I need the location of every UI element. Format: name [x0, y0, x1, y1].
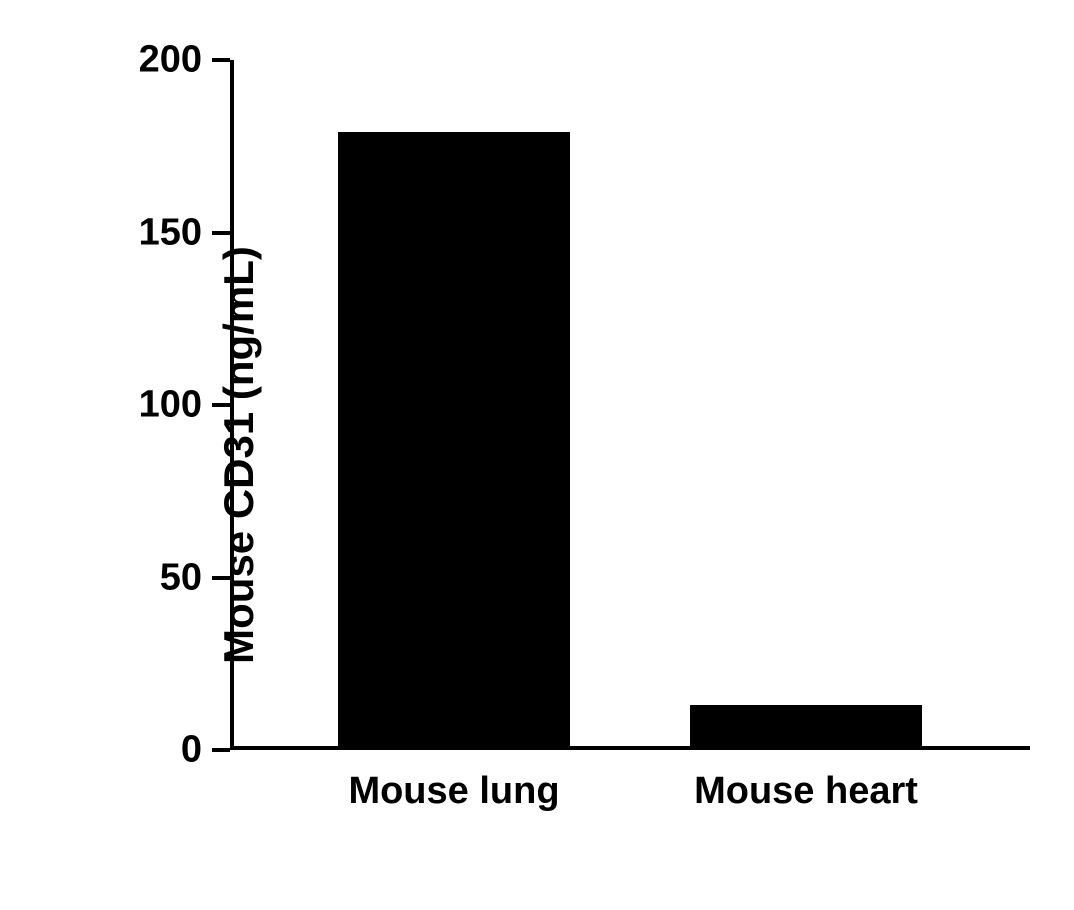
plot-area: 050100150200Mouse lungMouse heart: [230, 60, 1030, 750]
y-tick: [212, 58, 230, 62]
x-tick-label: Mouse lung: [348, 770, 559, 813]
x-tick-label: Mouse heart: [694, 770, 918, 813]
y-tick-label: 100: [139, 384, 202, 427]
bar: [690, 705, 922, 746]
y-tick-label: 150: [139, 211, 202, 254]
chart-container: Mouse CD31 (ng/mL) 050100150200Mouse lun…: [0, 0, 1074, 910]
y-axis-line: [230, 60, 234, 750]
y-tick-label: 50: [160, 556, 202, 599]
y-tick-label: 0: [181, 729, 202, 772]
y-tick: [212, 748, 230, 752]
x-axis-line: [230, 746, 1030, 750]
bar: [338, 132, 570, 746]
y-tick-label: 200: [139, 39, 202, 82]
y-tick: [212, 403, 230, 407]
y-tick: [212, 576, 230, 580]
y-tick: [212, 231, 230, 235]
